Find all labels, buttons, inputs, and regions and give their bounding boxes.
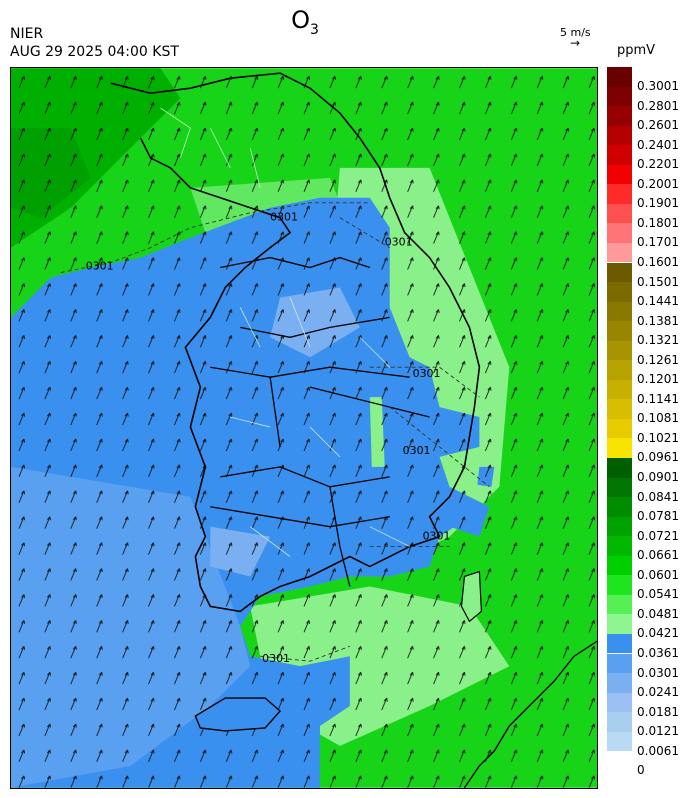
colorbar-label: 0.2001 bbox=[637, 176, 679, 191]
colorbar-swatch bbox=[607, 516, 632, 537]
ozone-map: 0301 0301 0301 0301 0301 0301 0301 bbox=[10, 67, 598, 789]
colorbar-swatch bbox=[607, 633, 632, 654]
contour-label: 0301 bbox=[86, 260, 114, 273]
colorbar-label: 0.2601 bbox=[637, 118, 679, 133]
colorbar-swatch bbox=[607, 262, 632, 282]
unit-label: ppmV bbox=[617, 43, 656, 58]
colorbar-label: 0.1501 bbox=[637, 274, 679, 289]
province-boundaries bbox=[210, 256, 430, 587]
title-text: O bbox=[291, 6, 310, 34]
colorbar-swatch bbox=[607, 340, 632, 361]
colorbar-label: 0.1901 bbox=[637, 196, 679, 211]
title-subscript: 3 bbox=[309, 21, 319, 38]
colorbar-label: 0.1701 bbox=[637, 235, 679, 250]
colorbar-label: 0.0841 bbox=[637, 489, 679, 504]
map-title: O3 bbox=[0, 6, 610, 38]
colorbar-label: 0.1321 bbox=[637, 333, 679, 348]
colorbar-label: 0.0601 bbox=[637, 567, 679, 582]
colorbar-label: 0.1381 bbox=[637, 313, 679, 328]
colorbar-label: 0.0661 bbox=[637, 548, 679, 563]
colorbar-label: 0.0301 bbox=[637, 665, 679, 680]
colorbar-label: 0.0421 bbox=[637, 626, 679, 641]
colorbar-swatch bbox=[607, 477, 632, 498]
jeju-island bbox=[194, 697, 282, 732]
colorbar-swatch bbox=[607, 86, 632, 107]
colorbar-swatch bbox=[607, 731, 632, 752]
colorbar-label: 0.0481 bbox=[637, 606, 679, 621]
colorbar-label: 0.2401 bbox=[637, 137, 679, 152]
colorbar-label: 0.0541 bbox=[637, 587, 679, 602]
colorbar-label: 0.3001 bbox=[637, 79, 679, 93]
district-boundaries bbox=[160, 107, 410, 557]
contour-label: 0301 bbox=[423, 530, 451, 543]
wind-scale-label: 5 m/s bbox=[560, 26, 591, 39]
colorbar-swatch bbox=[607, 575, 632, 595]
colorbar-label: 0.1441 bbox=[637, 294, 679, 309]
tsushima-island bbox=[460, 570, 483, 623]
wind-vector-field bbox=[11, 68, 597, 788]
colorbar-swatch bbox=[607, 614, 632, 634]
colorbar-swatch bbox=[607, 399, 632, 419]
colorbar-label: 0.0241 bbox=[637, 685, 679, 700]
colorbar-label: 0.1021 bbox=[637, 430, 679, 445]
colorbar-swatch bbox=[607, 321, 632, 341]
colorbar-swatch bbox=[607, 184, 632, 204]
coastline bbox=[110, 72, 481, 613]
colorbar-swatch bbox=[607, 555, 632, 576]
colorbar-swatch bbox=[607, 692, 632, 713]
wind-scale-arrow-icon: → bbox=[570, 36, 581, 50]
japan-coastline bbox=[463, 640, 597, 788]
contour-0301 bbox=[60, 202, 490, 662]
colorbar-label: 0.2801 bbox=[637, 98, 679, 113]
colorbar-swatch bbox=[607, 203, 632, 224]
colorbar-swatch bbox=[607, 536, 632, 556]
timestamp-label: AUG 29 2025 04:00 KST bbox=[10, 44, 179, 60]
contour-label: 0301 bbox=[262, 652, 290, 665]
colorbar-label: 0.1201 bbox=[637, 372, 679, 387]
colorbar-label: 0 bbox=[637, 763, 645, 778]
colorbar-swatch bbox=[607, 379, 632, 400]
colorbar-swatch bbox=[607, 301, 632, 322]
colorbar-swatch bbox=[607, 438, 632, 458]
colorbar-swatch bbox=[607, 673, 632, 693]
colorbar-swatch bbox=[607, 125, 632, 146]
colorbar-swatch bbox=[607, 712, 632, 732]
contour-label: 0301 bbox=[385, 236, 413, 249]
colorbar-label: 0.0901 bbox=[637, 470, 679, 484]
colorbar-swatch bbox=[607, 653, 632, 673]
colorbar-label: 0.0781 bbox=[637, 509, 679, 524]
colorbar bbox=[607, 67, 632, 752]
colorbar-swatch bbox=[607, 164, 632, 185]
colorbar-swatch bbox=[607, 594, 632, 615]
colorbar-swatch bbox=[607, 497, 632, 517]
colorbar-label: 0.0181 bbox=[637, 704, 679, 719]
colorbar-label: 0.0961 bbox=[637, 450, 679, 465]
colorbar-swatch bbox=[607, 67, 632, 87]
colorbar-swatch bbox=[607, 223, 632, 243]
colorbar-swatch bbox=[607, 106, 632, 126]
colorbar-label: 0.0061 bbox=[637, 743, 679, 758]
colorbar-swatch bbox=[607, 282, 632, 302]
contour-label: 0301 bbox=[403, 444, 431, 457]
colorbar-label: 0.2201 bbox=[637, 157, 679, 172]
colorbar-swatch bbox=[607, 145, 632, 165]
colorbar-label: 0.1601 bbox=[637, 254, 679, 269]
colorbar-label: 0.1261 bbox=[637, 352, 679, 367]
colorbar-swatch bbox=[607, 458, 632, 478]
colorbar-swatch bbox=[607, 242, 632, 263]
colorbar-swatch bbox=[607, 418, 632, 439]
colorbar-label: 0.0721 bbox=[637, 528, 679, 543]
colorbar-label: 0.0121 bbox=[637, 724, 679, 739]
contour-label: 0301 bbox=[270, 211, 298, 224]
organization-label: NIER bbox=[10, 26, 44, 42]
colorbar-label: 0.1801 bbox=[637, 215, 679, 230]
colorbar-swatch bbox=[607, 360, 632, 380]
contour-label: 0301 bbox=[413, 367, 441, 380]
colorbar-label: 0.1141 bbox=[637, 391, 679, 406]
colorbar-label: 0.1081 bbox=[637, 411, 679, 426]
colorbar-label: 0.0361 bbox=[637, 645, 679, 660]
